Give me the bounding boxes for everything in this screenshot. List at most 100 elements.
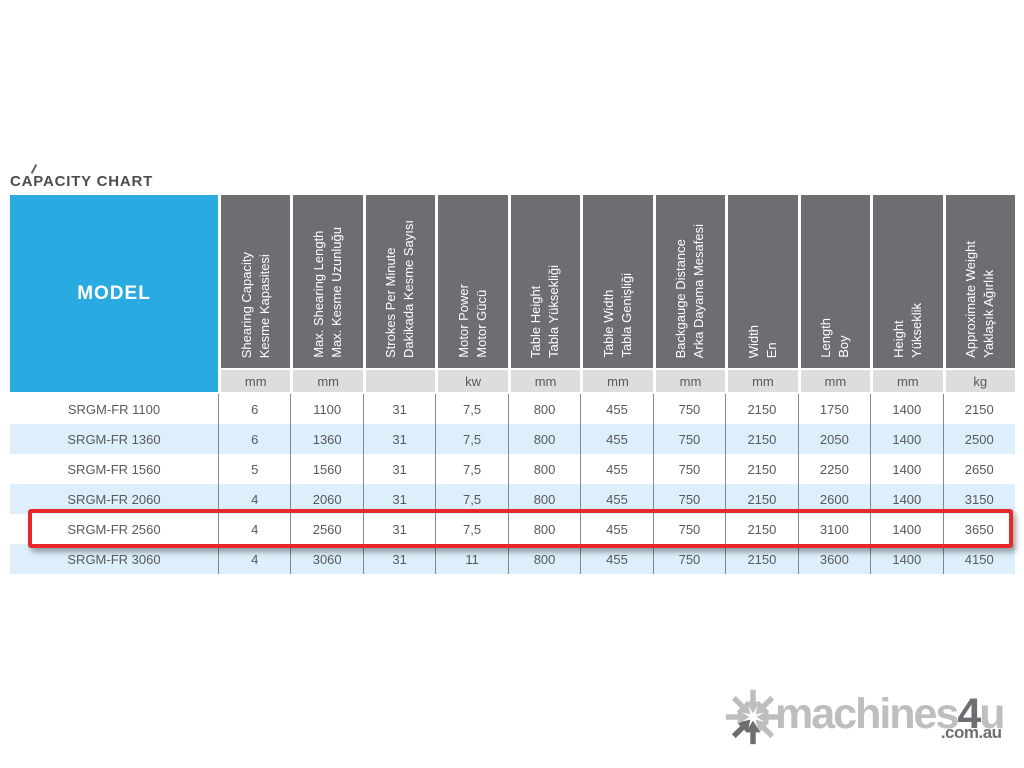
unit-cell: kg bbox=[942, 370, 1015, 392]
column-header-label: Strokes Per Minute Dakikada Kesme Sayısı bbox=[383, 219, 417, 358]
value-cell: 750 bbox=[652, 454, 725, 484]
column-header-label: Table Width Tabla Genişliği bbox=[600, 273, 634, 358]
model-name-cell: SRGM-FR 2560 bbox=[67, 521, 161, 537]
column-header: Length Boy bbox=[797, 195, 871, 368]
highlight-box-srgm-fr-2560 bbox=[28, 509, 1013, 548]
column-header: Height Yükseklik bbox=[870, 195, 943, 368]
value-cell: 750 bbox=[652, 484, 725, 514]
column-header-label: Approximate Weight Yaklaşık Ağırlık bbox=[963, 241, 997, 358]
unit-cell: mm bbox=[218, 370, 291, 392]
value-cell: 2060 bbox=[290, 484, 362, 514]
value-cell: 31 bbox=[362, 544, 435, 574]
unit-cell: kw bbox=[435, 370, 508, 392]
value-cell: 2600 bbox=[797, 484, 870, 514]
value-cell: 1400 bbox=[870, 484, 942, 514]
value-cell: 2650 bbox=[942, 454, 1015, 484]
value-cell: 2050 bbox=[797, 424, 870, 454]
value-cell: 4 bbox=[218, 484, 290, 514]
model-name-cell: SRGM-FR 1360 bbox=[67, 431, 161, 447]
value-cell: 5 bbox=[218, 454, 290, 484]
column-header: Motor Power Motor Gücü bbox=[435, 195, 508, 368]
column-header-label: Length Boy bbox=[818, 318, 852, 358]
value-cell: 455 bbox=[580, 514, 652, 544]
value-cell: 1400 bbox=[870, 544, 942, 574]
value-cell: 2500 bbox=[942, 424, 1015, 454]
unit-cell: mm bbox=[507, 370, 581, 392]
column-header: Max. Shearing Length Max. Kesme Uzunluğu bbox=[290, 195, 363, 368]
value-cell: 1400 bbox=[870, 424, 942, 454]
value-cell: 800 bbox=[507, 514, 580, 544]
column-header: Shearing Capacity Kesme Kapasitesi bbox=[218, 195, 291, 368]
value-cell: 2150 bbox=[942, 394, 1015, 424]
value-cell: 2150 bbox=[725, 454, 797, 484]
value-cell: 2560 bbox=[290, 514, 362, 544]
value-cell: 750 bbox=[652, 394, 725, 424]
value-cell: 6 bbox=[218, 394, 290, 424]
logo-brand-text: machines4u .com.au bbox=[775, 690, 1006, 742]
value-cell: 2150 bbox=[725, 544, 797, 574]
value-cell: 800 bbox=[507, 394, 580, 424]
column-header: Strokes Per Minute Dakikada Kesme Sayısı bbox=[362, 195, 436, 368]
value-cell: 7,5 bbox=[435, 454, 507, 484]
value-cell: 31 bbox=[362, 484, 435, 514]
capacity-table: MODEL Shearing Capacity Kesme Kapasitesi m… bbox=[10, 195, 1015, 574]
table-row: SRGM-FR 2560 4 2560 31 7,5 800 455 750 2150 3100 1… bbox=[10, 514, 1015, 544]
value-cell: 800 bbox=[507, 544, 580, 574]
value-cell: 3600 bbox=[797, 544, 870, 574]
model-name-cell: SRGM-FR 1100 bbox=[67, 401, 161, 417]
value-cell: 4150 bbox=[942, 544, 1015, 574]
value-cell: 31 bbox=[362, 454, 435, 484]
value-cell: 3150 bbox=[942, 484, 1015, 514]
table-row: SRGM-FR 1360 6 1360 31 7,5 800 455 750 2150 2050 1… bbox=[10, 424, 1015, 454]
value-cell: 455 bbox=[580, 424, 652, 454]
unit-cell: mm bbox=[652, 370, 726, 392]
column-header-label: Shearing Capacity Kesme Kapasitesi bbox=[238, 251, 272, 358]
unit-cell: mm bbox=[797, 370, 871, 392]
value-cell: 455 bbox=[580, 484, 652, 514]
value-cell: 750 bbox=[652, 424, 725, 454]
value-cell: 7,5 bbox=[435, 394, 507, 424]
model-name-cell: SRGM-FR 1560 bbox=[67, 461, 161, 477]
value-cell: 455 bbox=[580, 454, 652, 484]
machines4u-logo: machines4u .com.au bbox=[724, 686, 1006, 748]
value-cell: 31 bbox=[362, 424, 435, 454]
column-header: Table Height Tabla Yüksekliği bbox=[507, 195, 581, 368]
model-header-cell: MODEL bbox=[10, 195, 218, 392]
value-cell: 6 bbox=[218, 424, 290, 454]
value-cell: 2150 bbox=[725, 484, 797, 514]
value-cell: 7,5 bbox=[435, 514, 507, 544]
table-row: SRGM-FR 1100 6 1100 31 7,5 800 455 750 2150 1750 1… bbox=[10, 394, 1015, 424]
value-cell: 1400 bbox=[870, 394, 942, 424]
table-row: SRGM-FR 3060 4 3060 31 11 800 455 750 2150 3600 14… bbox=[10, 544, 1015, 574]
value-cell: 7,5 bbox=[435, 424, 507, 454]
column-header-label: Height Yükseklik bbox=[890, 303, 924, 358]
value-cell: 2150 bbox=[725, 514, 797, 544]
value-cell: 455 bbox=[580, 544, 652, 574]
snowflake-logo-icon bbox=[725, 689, 781, 745]
value-cell: 4 bbox=[218, 544, 290, 574]
model-name-cell: SRGM-FR 3060 bbox=[67, 551, 161, 567]
column-header: Width En bbox=[725, 195, 798, 368]
table-header: MODEL Shearing Capacity Kesme Kapasitesi m… bbox=[10, 195, 1015, 392]
column-header-label: Max. Shearing Length Max. Kesme Uzunluğu bbox=[310, 227, 345, 358]
column-header: Backgauge Distance Arka Dayama Mesafesi bbox=[652, 195, 726, 368]
column-header-label: Width En bbox=[745, 324, 779, 358]
table-row: SRGM-FR 1560 5 1560 31 7,5 800 455 750 2150 2250 1… bbox=[10, 454, 1015, 484]
unit-cell: mm bbox=[725, 370, 798, 392]
value-cell: 1560 bbox=[290, 454, 362, 484]
unit-cell bbox=[362, 370, 436, 392]
value-cell: 750 bbox=[652, 514, 725, 544]
value-cell: 1100 bbox=[290, 394, 362, 424]
value-cell: 1360 bbox=[290, 424, 362, 454]
value-cell: 7,5 bbox=[435, 484, 507, 514]
value-cell: 800 bbox=[507, 424, 580, 454]
column-header-label: Table Height Tabla Yüksekliği bbox=[528, 265, 562, 358]
column-header: Table Width Tabla Genişliği bbox=[580, 195, 653, 368]
value-cell: 1750 bbox=[797, 394, 870, 424]
logo-domain: .com.au bbox=[940, 723, 1002, 742]
model-name-cell: SRGM-FR 2060 bbox=[67, 491, 161, 507]
logo-text-machines: machines bbox=[775, 690, 959, 738]
column-header: Approximate Weight Yaklaşık Ağırlık bbox=[942, 195, 1015, 368]
value-cell: 11 bbox=[435, 544, 507, 574]
logo-text-4: 4 bbox=[957, 690, 981, 738]
